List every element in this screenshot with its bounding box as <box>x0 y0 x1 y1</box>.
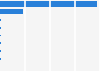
Bar <box>0 9 23 14</box>
Bar <box>0 35 1 36</box>
Bar <box>0 50 1 52</box>
Bar <box>0 42 1 44</box>
Bar <box>0 1 97 7</box>
Bar <box>0 27 1 29</box>
Bar <box>0 19 1 21</box>
